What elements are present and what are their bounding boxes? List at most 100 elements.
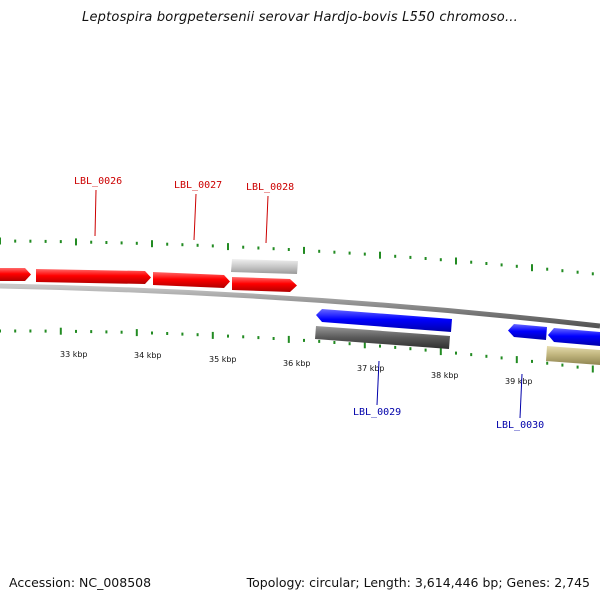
minor-tick bbox=[500, 356, 503, 360]
minor-tick bbox=[561, 363, 564, 367]
gene-arrow-lbl-0027[interactable] bbox=[153, 272, 230, 288]
minor-tick bbox=[348, 342, 351, 346]
gene-label-lbl-0029[interactable]: LBL_0029 bbox=[353, 407, 401, 418]
leader-line-lbl-0026 bbox=[94, 189, 97, 237]
minor-tick bbox=[29, 239, 32, 243]
minor-tick bbox=[242, 335, 245, 339]
minor-tick bbox=[257, 336, 260, 340]
minor-tick bbox=[59, 240, 62, 244]
cds-bar-lbl-0029[interactable] bbox=[315, 326, 450, 349]
minor-tick bbox=[439, 258, 442, 262]
major-tick bbox=[211, 331, 214, 339]
minor-tick bbox=[546, 361, 549, 365]
minor-tick bbox=[0, 329, 1, 333]
minor-tick bbox=[470, 260, 473, 264]
minor-tick bbox=[318, 339, 321, 343]
minor-tick bbox=[181, 332, 184, 336]
minor-tick bbox=[409, 347, 412, 351]
minor-tick bbox=[591, 272, 594, 276]
minor-tick bbox=[120, 330, 123, 334]
gene-arrow-lbl-0029[interactable] bbox=[316, 309, 452, 332]
minor-tick bbox=[515, 264, 518, 268]
genome-summary: Topology: circular; Length: 3,614,446 bp… bbox=[246, 575, 590, 590]
minor-tick bbox=[105, 241, 108, 244]
minor-tick bbox=[196, 243, 199, 247]
gene-arrow-lbl-0025[interactable] bbox=[0, 268, 31, 281]
minor-tick bbox=[470, 353, 473, 357]
minor-tick bbox=[303, 338, 305, 342]
scale-label: 38 kbp bbox=[431, 371, 459, 380]
major-tick bbox=[363, 341, 366, 349]
minor-tick bbox=[120, 241, 123, 245]
major-tick bbox=[531, 264, 533, 272]
minor-tick bbox=[363, 252, 366, 256]
chromosome-title: Leptospira borgpetersenii serovar Hardjo… bbox=[82, 10, 518, 25]
scale-label: 39 kbp bbox=[505, 377, 533, 386]
minor-tick bbox=[576, 365, 579, 369]
minor-tick bbox=[75, 329, 77, 333]
accession-number: Accession: NC_008508 bbox=[9, 575, 152, 590]
major-tick bbox=[439, 348, 442, 356]
minor-tick bbox=[546, 267, 549, 271]
major-tick bbox=[455, 257, 457, 265]
major-tick bbox=[135, 329, 138, 337]
minor-tick bbox=[135, 241, 138, 245]
gene-label-lbl-0026[interactable]: LBL_0026 bbox=[74, 176, 122, 187]
cds-bar-lbl-0028[interactable] bbox=[231, 259, 298, 274]
minor-tick bbox=[333, 341, 336, 344]
gene-arrow-lbl-0026[interactable] bbox=[36, 269, 151, 284]
forward-tick-row bbox=[0, 237, 594, 276]
minor-tick bbox=[424, 348, 427, 352]
minor-tick bbox=[14, 329, 17, 333]
minor-tick bbox=[166, 242, 169, 246]
minor-tick bbox=[531, 359, 533, 363]
minor-tick bbox=[151, 331, 153, 335]
gene-arrow-lbl-0030[interactable] bbox=[508, 324, 547, 340]
major-tick bbox=[379, 251, 381, 259]
major-tick bbox=[151, 240, 153, 248]
gene-label-leaders bbox=[94, 189, 523, 419]
major-tick bbox=[287, 335, 290, 343]
minor-tick bbox=[485, 354, 488, 358]
major-tick bbox=[75, 238, 77, 246]
scale-label: 35 kbp bbox=[209, 355, 237, 364]
minor-tick bbox=[394, 254, 397, 258]
reverse-strand-features bbox=[315, 309, 600, 365]
scale-label: 37 kbp bbox=[357, 364, 385, 373]
gene-label-lbl-0028[interactable]: LBL_0028 bbox=[246, 182, 294, 193]
minor-tick bbox=[166, 332, 169, 335]
gene-label-lbl-0030[interactable]: LBL_0030 bbox=[496, 420, 544, 431]
gene-arrow-lbl-0028[interactable] bbox=[232, 277, 297, 292]
minor-tick bbox=[272, 337, 275, 340]
minor-tick bbox=[105, 330, 108, 334]
gene-arrow-lbl-0031[interactable] bbox=[548, 328, 600, 346]
leader-line-lbl-0030 bbox=[519, 373, 523, 419]
minor-tick bbox=[242, 245, 245, 249]
leader-line-lbl-0027 bbox=[193, 193, 197, 241]
minor-tick bbox=[272, 247, 275, 251]
reverse-tick-row bbox=[0, 327, 594, 373]
scale-labels: 33 kbp 34 kbp 35 kbp 36 kbp 37 kbp 38 kb… bbox=[60, 350, 533, 386]
minor-tick bbox=[90, 330, 93, 334]
minor-tick bbox=[455, 351, 457, 355]
minor-tick bbox=[14, 239, 17, 243]
scale-label: 36 kbp bbox=[283, 359, 311, 368]
minor-tick bbox=[29, 329, 32, 333]
minor-tick bbox=[485, 262, 488, 265]
forward-strand-features bbox=[0, 259, 298, 292]
gene-label-lbl-0027[interactable]: LBL_0027 bbox=[174, 180, 222, 191]
minor-tick bbox=[424, 257, 427, 260]
minor-tick bbox=[348, 251, 351, 255]
minor-tick bbox=[90, 240, 93, 244]
minor-tick bbox=[333, 250, 336, 254]
minor-tick bbox=[394, 345, 397, 349]
major-tick bbox=[515, 356, 518, 364]
major-tick bbox=[591, 365, 594, 373]
major-tick bbox=[303, 246, 305, 254]
major-tick bbox=[227, 243, 229, 251]
scale-label: 33 kbp bbox=[60, 350, 88, 359]
minor-tick bbox=[181, 243, 184, 247]
feature-bar-tan[interactable] bbox=[546, 346, 600, 365]
major-tick bbox=[0, 237, 1, 245]
